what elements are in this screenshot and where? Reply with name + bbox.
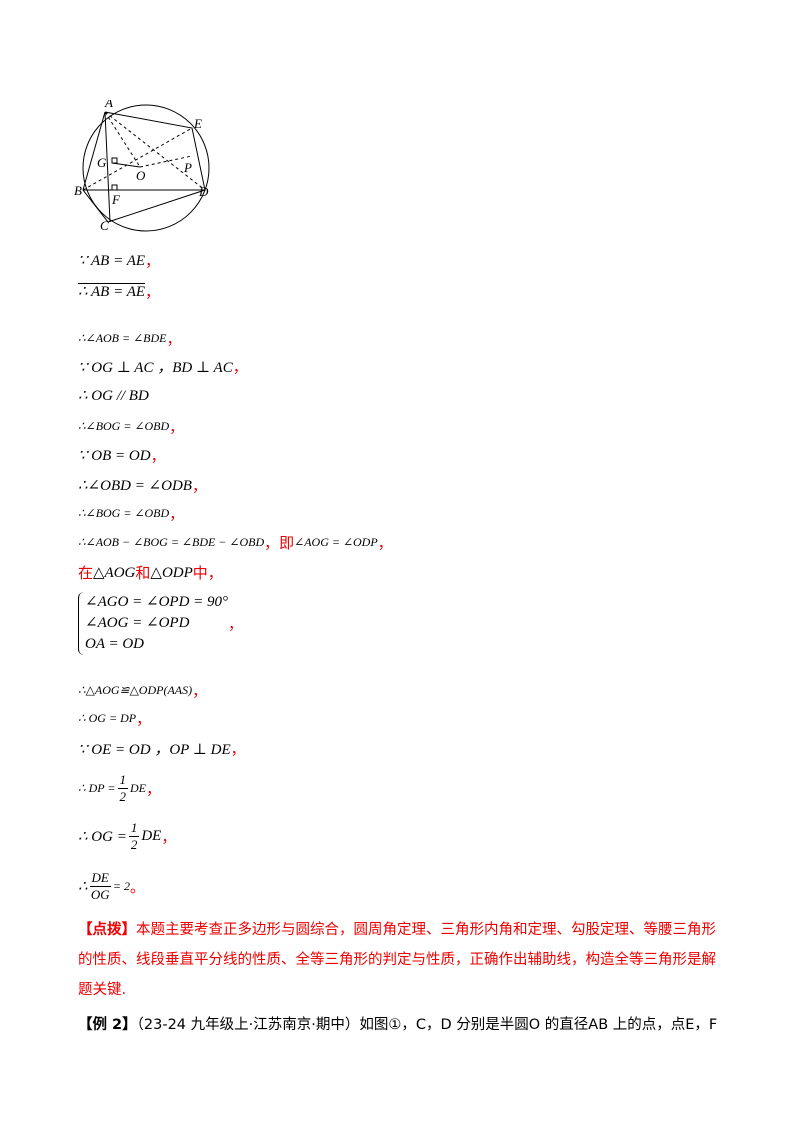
- step-text: DE: [141, 828, 162, 844]
- step-line: ∵ OG ⊥ AC ，BD ⊥ AC，: [78, 356, 248, 377]
- step-text: = 2: [112, 879, 130, 893]
- point-label: A: [104, 100, 113, 110]
- denominator: OG: [90, 887, 110, 902]
- step-line: ∴ DP = 1 2 DE，: [78, 772, 161, 805]
- geometry-figure: A E G O P B F D C: [74, 100, 210, 233]
- step-text: ，: [161, 828, 177, 846]
- step-text: 中，: [192, 564, 223, 582]
- step-line: ∴∠BOG = ∠OBD，: [78, 503, 184, 524]
- step-text: ∴ OG =: [78, 829, 127, 845]
- circle: [82, 104, 210, 232]
- equation: ∠AOG = ∠OPD: [85, 615, 190, 631]
- equation-system: ∠AGO = ∠OPD = 90° ∠AOG = ∠OPD OA = OD: [78, 592, 228, 655]
- equation: OA = OD: [85, 636, 145, 652]
- step-text: ∴∠OBD = ∠ODB: [78, 478, 192, 494]
- example-label: 【例 2】: [78, 1017, 137, 1033]
- numerator: 1: [117, 772, 129, 789]
- step-text: ，: [166, 330, 182, 348]
- step-text: ∴△AOG≌△ODP(AAS): [78, 683, 193, 697]
- step-line: ∴∠AOB − ∠BOG = ∠BDE − ∠OBD ，即 ∠AOG = ∠ODP，: [78, 532, 393, 553]
- step-text: ，: [145, 283, 161, 301]
- step-text: ，: [192, 682, 208, 700]
- step-text: 。: [130, 878, 146, 896]
- point-label: G: [97, 155, 107, 170]
- step-text: ，: [169, 505, 185, 523]
- step-line: ∴ OG // BD: [78, 386, 149, 405]
- step-text: ，: [377, 534, 393, 552]
- step-text: ∵ OG ⊥ AC ，BD ⊥ AC: [78, 360, 233, 376]
- tip-paragraph: 【点拨】本题主要考查正多边形与圆综合，圆周角定理、三角形内角和定理、勾股定理、等…: [78, 915, 718, 1005]
- step-text: ，即: [264, 534, 295, 552]
- point-label: B: [74, 183, 82, 198]
- step-text: ，: [230, 740, 246, 758]
- equation: ∠AGO = ∠OPD = 90°: [85, 594, 229, 610]
- step-line: ∵ AB = AE，: [78, 250, 160, 271]
- step-line: ∴∠OBD = ∠ODB，: [78, 475, 207, 496]
- step-text: ，: [150, 447, 166, 465]
- fraction: DE OG: [89, 870, 111, 903]
- point-label: E: [193, 116, 202, 131]
- example-text: （23-24 九年级上·江苏南京·期中）如图①，C，D 分别是半圆O 的直径AB…: [136, 1017, 718, 1033]
- step-text: ，: [228, 615, 244, 633]
- step-text: ，: [232, 358, 248, 376]
- example-paragraph: 【例 2】（23-24 九年级上·江苏南京·期中）如图①，C，D 分别是半圆O …: [78, 1010, 718, 1040]
- denominator: 2: [130, 837, 138, 852]
- step-text: ∴∠AOB − ∠BOG = ∠BDE − ∠OBD: [78, 535, 265, 549]
- step-line: 在 △AOG 和 △ODP 中，: [78, 562, 223, 583]
- step-text: △ODP: [150, 565, 193, 581]
- step-text: ∵ OB = OD: [78, 448, 151, 464]
- step-text: ，: [146, 780, 162, 798]
- step-line: ∴ OG = 1 2 DE，: [78, 820, 176, 853]
- step-text: ∴∠AOB = ∠BDE: [78, 331, 167, 345]
- step-text: ∴ DP =: [78, 781, 116, 795]
- numerator: 1: [128, 820, 140, 837]
- step-text: ，: [191, 477, 207, 495]
- figure-lines: [82, 111, 206, 223]
- step-text: ∵ AB = AE: [78, 253, 146, 269]
- denominator: 2: [119, 789, 127, 804]
- step-text: ，: [145, 252, 161, 270]
- tip-label: 【点拨】: [78, 922, 136, 938]
- step-text: 和: [135, 564, 151, 582]
- step-line: ∴ AB = AE，: [78, 281, 160, 302]
- step-text: DE: [130, 781, 147, 795]
- step-line: ∴∠BOG = ∠OBD，: [78, 416, 184, 437]
- step-text: △AOG: [93, 565, 136, 581]
- step-text: ∴ AB = AE: [78, 284, 146, 300]
- step-text: ∴∠BOG = ∠OBD: [78, 419, 170, 433]
- point-label: F: [111, 192, 121, 207]
- step-line: ∴ OG = DP，: [78, 708, 151, 729]
- step-text: ∵ OE = OD ，OP ⊥ DE: [78, 742, 231, 758]
- step-line: ∵ OB = OD，: [78, 445, 166, 466]
- step-line: ∠AGO = ∠OPD = 90° ∠AOG = ∠OPD OA = OD ，: [78, 592, 243, 655]
- step-text: ∴: [78, 879, 88, 895]
- step-line: ∴ DE OG = 2。: [78, 870, 145, 903]
- dashed-lines: [82, 111, 206, 191]
- step-text: ∴ OG = DP: [78, 711, 137, 725]
- numerator: DE: [89, 870, 111, 887]
- point-label: C: [100, 218, 109, 233]
- step-text: ，: [136, 710, 152, 728]
- point-label: O: [136, 168, 146, 183]
- point-label: P: [183, 160, 192, 175]
- step-text: ∠AOG = ∠ODP: [294, 535, 378, 549]
- step-text: 在: [78, 564, 94, 582]
- step-line: ∴△AOG≌△ODP(AAS)，: [78, 680, 207, 701]
- step-text: ∴∠BOG = ∠OBD: [78, 506, 170, 520]
- tip-text: 本题主要考查正多边形与圆综合，圆周角定理、三角形内角和定理、勾股定理、等腰三角形…: [78, 922, 716, 998]
- point-label: D: [198, 184, 209, 199]
- step-text: ，: [169, 418, 185, 436]
- step-text: ∴ OG // BD: [78, 388, 149, 404]
- step-line: ∴∠AOB = ∠BDE，: [78, 328, 182, 349]
- step-line: ∵ OE = OD ，OP ⊥ DE，: [78, 738, 246, 759]
